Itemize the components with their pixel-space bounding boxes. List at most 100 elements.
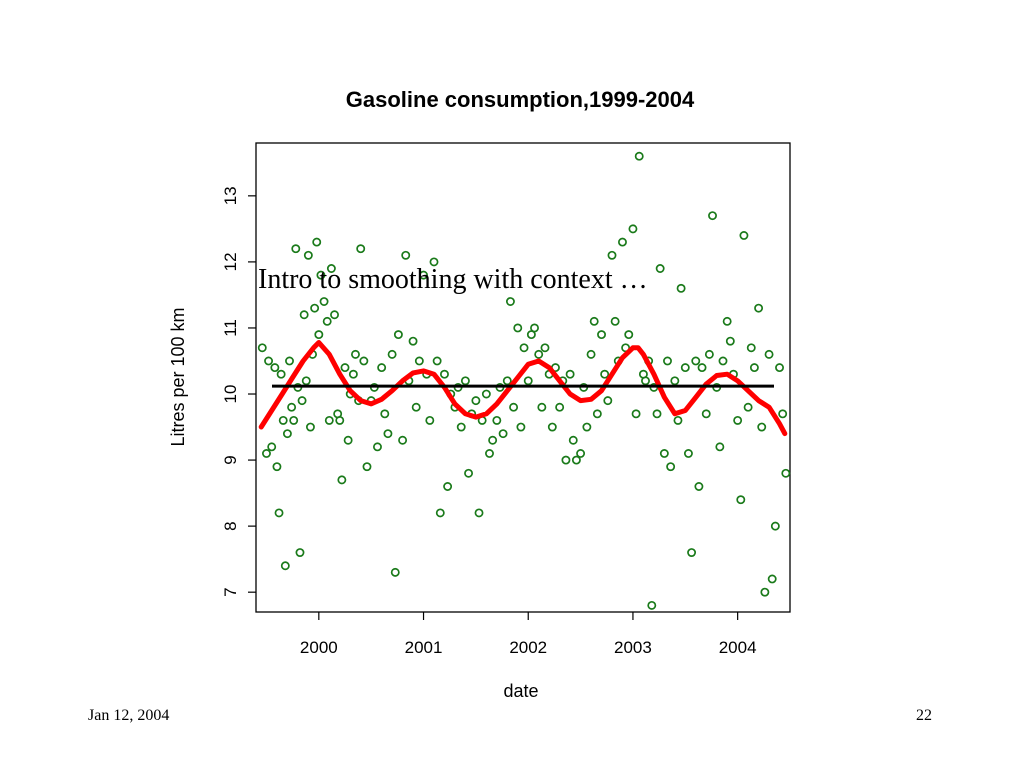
data-point [505,297,515,306]
data-point [673,415,683,425]
x-tick-label: 2001 [405,638,443,657]
data-point [634,151,644,161]
data-point [440,369,449,379]
footer-date: Jan 12, 2004 [88,707,170,724]
y-tick-label: 12 [221,252,240,271]
data-point [547,422,557,432]
data-point [676,283,686,293]
data-point [401,250,411,260]
data-point [683,449,693,458]
data-point [749,363,759,373]
data-point [770,521,780,531]
data-point [687,548,697,557]
data-point [387,349,397,359]
data-point [460,376,470,386]
y-tick-label: 10 [221,385,240,404]
data-point [305,422,315,432]
data-point [310,303,320,313]
x-tick-label: 2002 [509,638,547,657]
slide-title: Intro to smoothing with context … [258,264,648,295]
data-point [411,402,421,412]
data-point [767,574,777,584]
data-point [663,356,672,366]
data-point [537,402,547,412]
data-point [316,270,326,280]
data-point [299,310,309,320]
data-point [282,429,292,439]
data-point [337,475,347,485]
data-point [356,244,366,254]
data-point [289,415,299,425]
y-tick-label: 8 [221,521,240,530]
data-point [582,422,592,432]
data-point [343,435,353,445]
data-point [425,415,435,425]
page-number: 22 [916,707,932,724]
data-point [540,343,550,353]
data-point [600,369,610,379]
data-point [380,409,390,419]
data-point [778,409,788,419]
data-point [276,369,286,379]
data-point [781,468,791,478]
data-point [647,600,657,610]
data-point [456,422,466,432]
data-point [335,415,345,425]
plot-area [255,142,791,613]
data-point [561,455,571,465]
y-tick-label: 9 [221,455,240,464]
data-point [733,415,743,425]
data-point [652,409,662,419]
data-point [324,415,334,425]
data-point [760,587,770,597]
data-point [565,369,575,379]
data-point [523,376,533,386]
data-point [631,409,641,419]
data-point [624,330,634,340]
data-point [373,442,382,452]
data-point [474,508,484,518]
data-point [739,231,749,240]
data-point [419,270,428,280]
data-point [757,422,767,432]
data-point [264,356,274,366]
data-point [708,211,717,221]
data-point [322,316,332,326]
chart-title: Gasoline consumption,1999-2004 [346,87,695,112]
data-point [432,356,442,366]
data-point [278,415,288,425]
data-point [592,409,602,419]
data-point [297,396,307,406]
data-point [603,396,613,406]
data-point [314,330,324,340]
data-point [435,508,445,518]
data-point [285,356,294,366]
data-point [398,435,408,445]
data-point [764,349,774,359]
y-tick-label: 11 [221,319,240,337]
data-point [743,402,753,412]
data-point [485,449,494,458]
data-point [502,376,512,386]
data-point [680,363,690,373]
data-point [326,264,336,273]
data-point [414,356,424,366]
data-point [330,310,339,320]
data-point [576,449,586,458]
data-point [618,237,627,247]
data-point [704,349,714,359]
data-point [519,343,529,353]
data-point [351,349,360,359]
data-point [641,376,650,386]
data-point [746,343,756,353]
x-tick-label: 2003 [614,638,652,657]
data-point [390,567,400,577]
y-axis-label: Litres per 100 km [168,307,188,446]
data-point [607,250,617,260]
data-point [303,250,313,260]
data-point [319,297,329,306]
data-point [670,376,680,386]
data-point [513,323,523,333]
data-point [393,330,403,340]
